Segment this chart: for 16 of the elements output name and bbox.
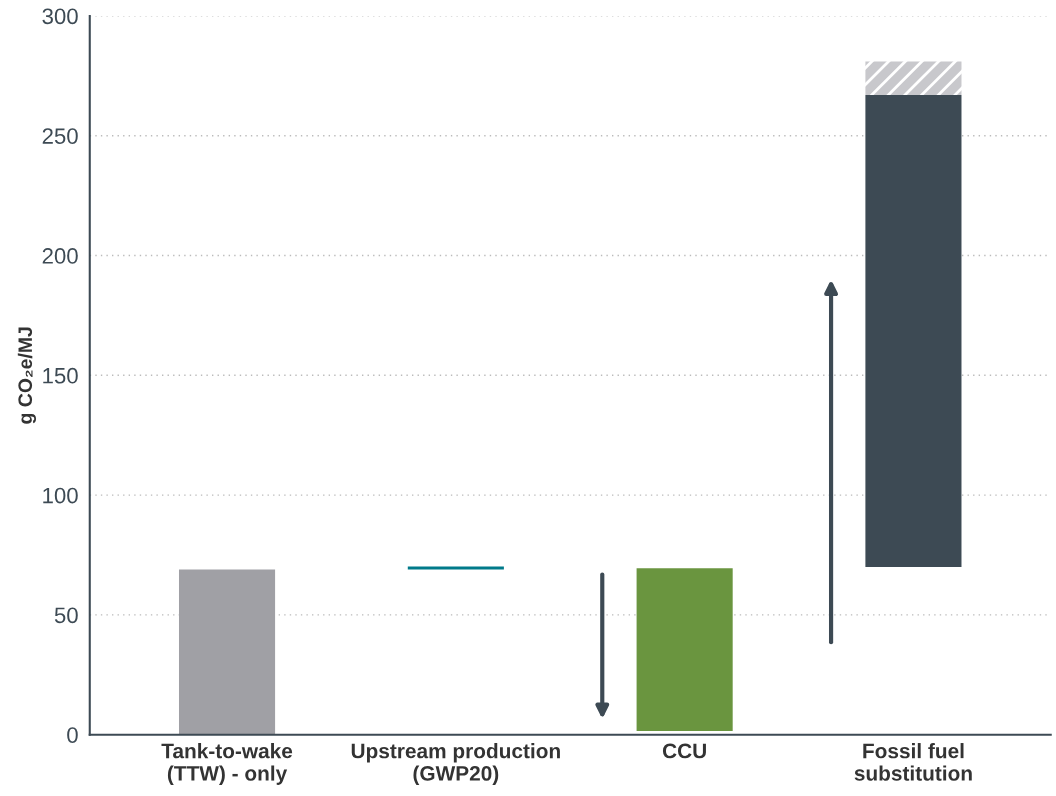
y-tick-label: 200: [42, 248, 78, 264]
x-tick-label: CCU: [662, 743, 706, 759]
bar: [865, 94, 962, 567]
y-axis-title: g CO₂e/MJ: [17, 327, 37, 424]
x-tick-label: Tank-to-wake (TTW) - only: [161, 743, 293, 785]
y-tick-label: 50: [54, 607, 78, 624]
bar: [178, 569, 276, 735]
y-tick-label: 250: [42, 128, 78, 144]
bar: [865, 61, 962, 95]
y-tick-label: 150: [43, 367, 78, 384]
y-tick-label: 0: [67, 727, 78, 743]
y-tick-label: 300: [42, 8, 78, 25]
y-tick-label: 100: [43, 487, 78, 504]
bar: [636, 568, 733, 732]
x-tick-label: Fossil fuel substitution: [854, 743, 972, 781]
x-tick-label: Upstream production (GWP20): [351, 743, 560, 785]
